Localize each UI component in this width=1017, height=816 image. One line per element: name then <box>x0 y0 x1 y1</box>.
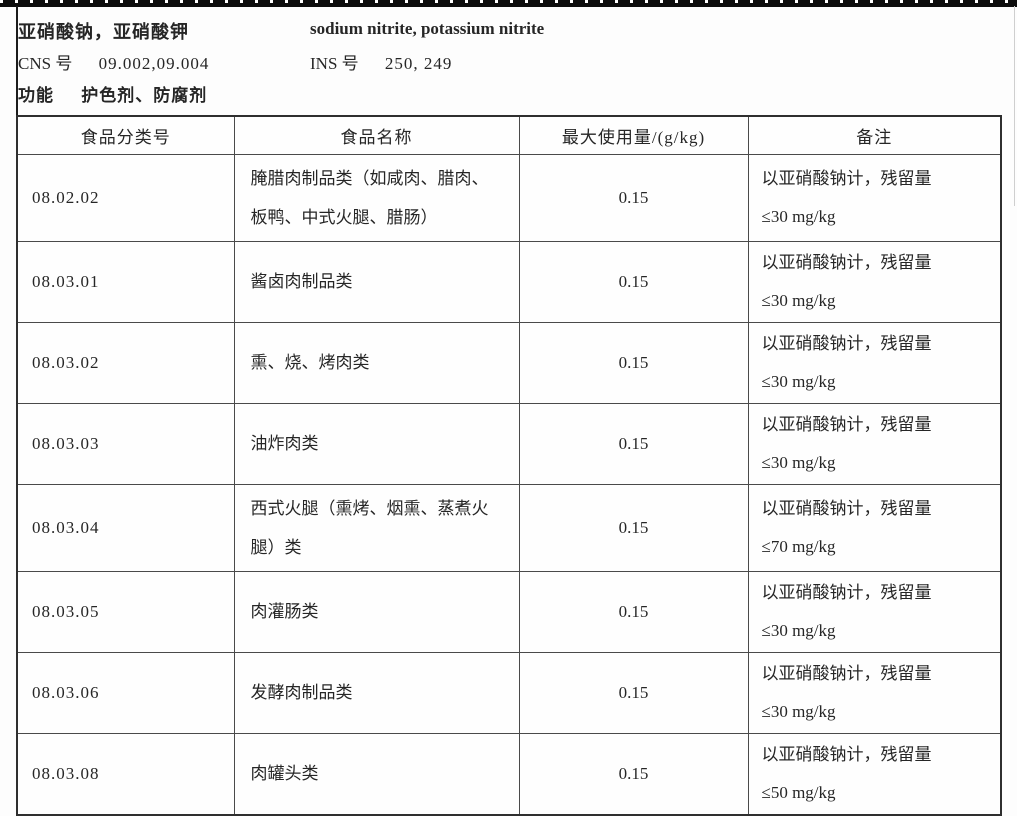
remark-line-2: ≤30 mg/kg <box>761 620 836 640</box>
table-row: 08.03.03 油炸肉类 0.15 以亚硝酸钠计，残留量 ≤30 mg/kg <box>16 402 1002 485</box>
remark-line-2: ≤30 mg/kg <box>761 371 836 391</box>
remark-line-2: ≤30 mg/kg <box>761 701 836 721</box>
remark-cell: 以亚硝酸钠计，残留量 ≤30 mg/kg <box>747 651 1002 734</box>
food-name: 肉罐头类 <box>233 732 520 815</box>
cns-value: 09.002,09.004 <box>98 54 210 73</box>
cns-label: CNS 号 <box>18 54 73 73</box>
table-header-row: 食品分类号 食品名称 最大使用量/(g/kg) 备注 <box>16 115 1002 155</box>
function-value: 护色剂、防腐剂 <box>81 86 208 105</box>
food-name: 油炸肉类 <box>233 402 520 485</box>
remark-line-2: ≤30 mg/kg <box>761 206 836 226</box>
food-category-code: 08.03.05 <box>16 570 235 653</box>
food-category-code: 08.03.04 <box>16 483 235 572</box>
scan-edge-left <box>16 6 18 116</box>
column-header-remark: 备注 <box>747 115 1002 155</box>
table-row: 08.03.02 熏、烧、烤肉类 0.15 以亚硝酸钠计，残留量 ≤30 mg/… <box>16 321 1002 404</box>
scan-edge-right <box>1014 6 1015 206</box>
table-row: 08.03.06 发酵肉制品类 0.15 以亚硝酸钠计，残留量 ≤30 mg/k… <box>16 651 1002 734</box>
additive-name-english: sodium nitrite, potassium nitrite <box>310 19 545 38</box>
max-usage-value: 0.15 <box>518 732 749 815</box>
remark-cell: 以亚硝酸钠计，残留量 ≤30 mg/kg <box>747 240 1002 323</box>
remark-line-1: 以亚硝酸钠计，残留量 <box>761 414 932 434</box>
remark-line-1: 以亚硝酸钠计，残留量 <box>761 252 932 272</box>
function-label: 功能 <box>18 86 54 105</box>
remark-line-1: 以亚硝酸钠计，残留量 <box>761 744 932 764</box>
remark-line-1: 以亚硝酸钠计，残留量 <box>761 582 932 602</box>
table-row: 08.03.08 肉罐头类 0.15 以亚硝酸钠计，残留量 ≤50 mg/kg <box>16 732 1002 815</box>
remark-line-1: 以亚硝酸钠计，残留量 <box>761 663 932 683</box>
remark-cell: 以亚硝酸钠计，残留量 ≤70 mg/kg <box>747 483 1002 572</box>
max-usage-value: 0.15 <box>518 570 749 653</box>
food-name: 肉灌肠类 <box>233 570 520 653</box>
food-category-code: 08.02.02 <box>16 153 235 242</box>
food-category-code: 08.03.06 <box>16 651 235 734</box>
max-usage-value: 0.15 <box>518 483 749 572</box>
food-category-code: 08.03.02 <box>16 321 235 404</box>
food-name: 发酵肉制品类 <box>233 651 520 734</box>
column-header-max-usage: 最大使用量/(g/kg) <box>518 115 749 155</box>
remark-cell: 以亚硝酸钠计，残留量 ≤50 mg/kg <box>747 732 1002 815</box>
remark-line-1: 以亚硝酸钠计，残留量 <box>761 498 932 518</box>
food-name: 西式火腿（熏烤、烟熏、蒸煮火腿）类 <box>233 483 520 572</box>
table-row: 08.02.02 腌腊肉制品类（如咸肉、腊肉、板鸭、中式火腿、腊肠） 0.15 … <box>16 153 1002 242</box>
remark-line-2: ≤30 mg/kg <box>761 290 836 310</box>
table-row: 08.03.01 酱卤肉制品类 0.15 以亚硝酸钠计，残留量 ≤30 mg/k… <box>16 240 1002 323</box>
food-name: 腌腊肉制品类（如咸肉、腊肉、板鸭、中式火腿、腊肠） <box>233 153 520 242</box>
ins-label: INS 号 <box>310 54 359 73</box>
remark-cell: 以亚硝酸钠计，残留量 ≤30 mg/kg <box>747 321 1002 404</box>
max-usage-value: 0.15 <box>518 402 749 485</box>
remark-line-2: ≤30 mg/kg <box>761 452 836 472</box>
ins-number-line: INS 号 250, 249 <box>310 49 452 74</box>
remark-line-2: ≤70 mg/kg <box>761 536 836 556</box>
cns-number-line: CNS 号 09.002,09.004 <box>18 49 209 74</box>
food-category-code: 08.03.03 <box>16 402 235 485</box>
remark-cell: 以亚硝酸钠计，残留量 ≤30 mg/kg <box>747 570 1002 653</box>
additive-name-chinese: 亚硝酸钠，亚硝酸钾 <box>18 22 189 42</box>
function-line: 功能 护色剂、防腐剂 <box>18 81 207 106</box>
usage-limits-table: 食品分类号 食品名称 最大使用量/(g/kg) 备注 08.02.02 腌腊肉制… <box>16 115 1002 816</box>
scan-edge-top <box>0 0 1017 7</box>
food-category-code: 08.03.01 <box>16 240 235 323</box>
ins-value: 250, 249 <box>384 54 453 73</box>
table-row: 08.03.05 肉灌肠类 0.15 以亚硝酸钠计，残留量 ≤30 mg/kg <box>16 570 1002 653</box>
table-row: 08.03.04 西式火腿（熏烤、烟熏、蒸煮火腿）类 0.15 以亚硝酸钠计，残… <box>16 483 1002 572</box>
food-name: 酱卤肉制品类 <box>233 240 520 323</box>
remark-line-2: ≤50 mg/kg <box>761 782 836 802</box>
remark-line-1: 以亚硝酸钠计，残留量 <box>761 168 932 188</box>
food-name: 熏、烧、烤肉类 <box>233 321 520 404</box>
remark-cell: 以亚硝酸钠计，残留量 ≤30 mg/kg <box>747 402 1002 485</box>
food-category-code: 08.03.08 <box>16 732 235 815</box>
max-usage-value: 0.15 <box>518 153 749 242</box>
column-header-food-category-code: 食品分类号 <box>16 115 235 155</box>
max-usage-value: 0.15 <box>518 321 749 404</box>
remark-line-1: 以亚硝酸钠计，残留量 <box>761 333 932 353</box>
remark-cell: 以亚硝酸钠计，残留量 ≤30 mg/kg <box>747 153 1002 242</box>
max-usage-value: 0.15 <box>518 651 749 734</box>
column-header-food-name: 食品名称 <box>233 115 520 155</box>
max-usage-value: 0.15 <box>518 240 749 323</box>
